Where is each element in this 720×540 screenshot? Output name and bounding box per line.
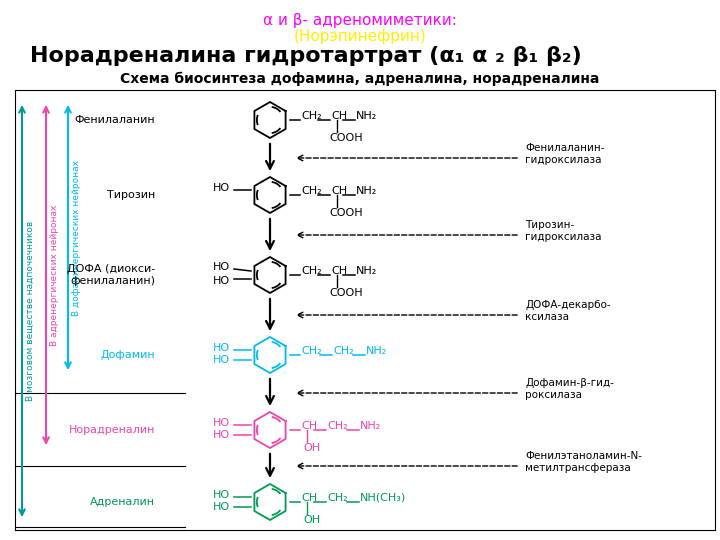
Text: NH₂: NH₂ [360,421,382,431]
Text: NH₂: NH₂ [356,186,377,196]
Text: COOH: COOH [329,288,363,298]
Text: COOH: COOH [329,208,363,218]
Text: В мозговом веществе надпочечников: В мозговом веществе надпочечников [26,221,35,401]
Text: Норадреналина гидротартрат (α₁ α ₂ β₁ β₂): Норадреналина гидротартрат (α₁ α ₂ β₁ β₂… [30,46,582,66]
Text: CH₂: CH₂ [301,111,322,121]
Text: NH₂: NH₂ [356,111,377,121]
Text: Фенилэтаноламин-N-
метилтрансфераза: Фенилэтаноламин-N- метилтрансфераза [525,451,642,473]
Text: CH: CH [331,266,347,276]
Text: HO: HO [213,343,230,353]
Text: (Норэпинефрин): (Норэпинефрин) [294,29,426,44]
Text: HO: HO [213,262,230,272]
Text: CH₂: CH₂ [333,346,354,356]
Text: NH₂: NH₂ [356,266,377,276]
Text: Тирозин: Тирозин [107,190,155,200]
Text: В адренергических нейронах: В адренергических нейронах [50,204,59,346]
Text: CH₂: CH₂ [327,421,348,431]
Text: CH: CH [301,493,317,503]
Text: OH: OH [303,443,320,453]
Text: Тирозин-
гидроксилаза: Тирозин- гидроксилаза [525,220,601,242]
Text: COOH: COOH [329,133,363,143]
Text: HO: HO [213,183,230,193]
Text: HO: HO [213,355,230,365]
Text: Схема биосинтеза дофамина, адреналина, норадреналина: Схема биосинтеза дофамина, адреналина, н… [120,72,599,86]
Text: HO: HO [213,490,230,500]
Text: ДОФА (диокси-
фенилаланин): ДОФА (диокси- фенилаланин) [67,264,155,286]
Text: CH₂: CH₂ [327,493,348,503]
Text: HO: HO [213,502,230,512]
Text: OH: OH [303,515,320,525]
Text: ДОФА-декарбо-
ксилаза: ДОФА-декарбо- ксилаза [525,300,611,322]
Text: Дофамин-β-гид-
роксилаза: Дофамин-β-гид- роксилаза [525,378,614,400]
Text: CH₂: CH₂ [301,266,322,276]
Text: CH: CH [331,111,347,121]
Text: NH₂: NH₂ [366,346,387,356]
Text: NH(CH₃): NH(CH₃) [360,493,406,503]
Text: Адреналин: Адреналин [90,497,155,507]
Text: Фенилаланин: Фенилаланин [74,115,155,125]
Text: CH₂: CH₂ [301,186,322,196]
Text: CH: CH [331,186,347,196]
Text: В дофаминергических нейронах: В дофаминергических нейронах [72,160,81,316]
Text: α и β- адреномиметики:: α и β- адреномиметики: [263,13,457,28]
Text: HO: HO [213,276,230,286]
Text: CH₂: CH₂ [301,346,322,356]
Text: Фенилаланин-
гидроксилаза: Фенилаланин- гидроксилаза [525,143,605,165]
Text: HO: HO [213,430,230,440]
Text: Норадреналин: Норадреналин [68,425,155,435]
Text: HO: HO [213,418,230,428]
Text: CH: CH [301,421,317,431]
Text: Дофамин: Дофамин [100,350,155,360]
